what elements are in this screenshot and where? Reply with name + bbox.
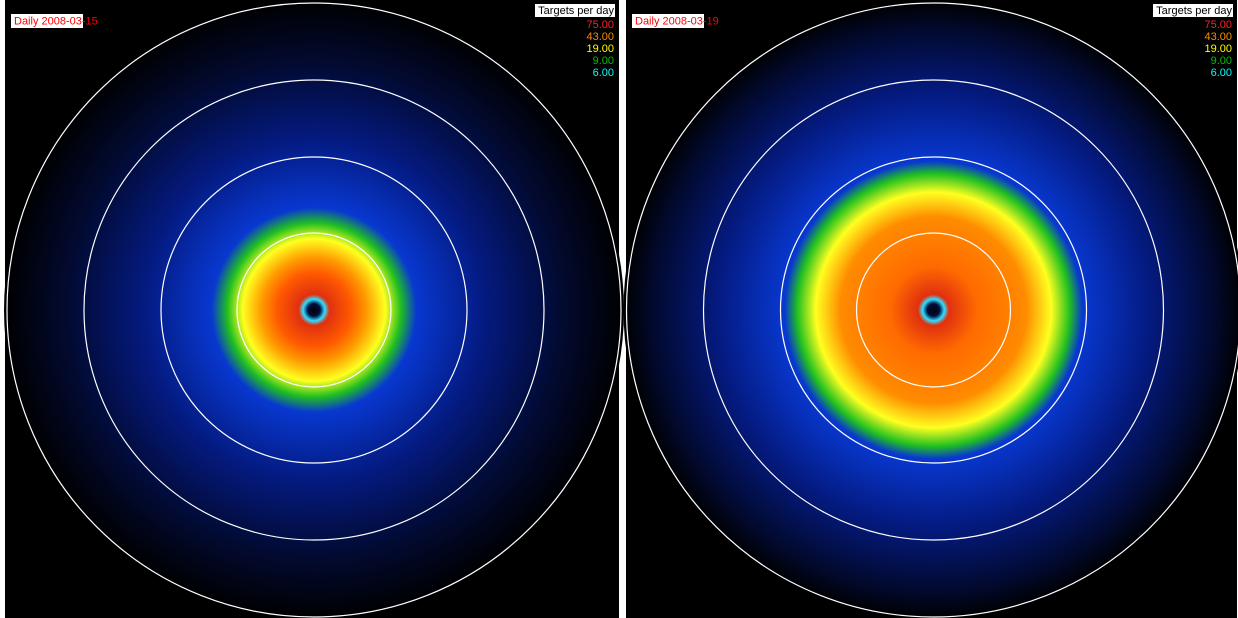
legend-value: 43.00 (586, 31, 614, 43)
page: Daily 2008-03-15Targets per day75.0043.0… (0, 0, 1238, 618)
legend-value: 75.00 (1204, 19, 1232, 31)
legend-value: 6.00 (593, 67, 614, 79)
radar-panel: Daily 2008-03-19 Targets per day 75.0043.0… (624, 0, 1238, 618)
legend-value: 9.00 (1211, 55, 1232, 67)
legend-value: 75.00 (586, 19, 614, 31)
legend-value: 19.00 (1204, 43, 1232, 55)
radar-view: Daily 2008-03-15Targets per day75.0043.0… (0, 0, 1238, 618)
density-field (624, 0, 1238, 618)
legend-value: 43.00 (1204, 31, 1232, 43)
legend-value: 19.00 (586, 43, 614, 55)
legend-value: 6.00 (1211, 67, 1232, 79)
panel-title: Daily 2008-03-15 (14, 15, 98, 27)
legend-value: 9.00 (593, 55, 614, 67)
legend-title: Targets per day (538, 5, 614, 17)
radar-panel: Daily 2008-03-15 Targets per day 75.0043.0… (4, 0, 624, 618)
legend-title: Targets per day (1156, 5, 1232, 17)
panel-title: Daily 2008-03-19 (635, 15, 719, 27)
